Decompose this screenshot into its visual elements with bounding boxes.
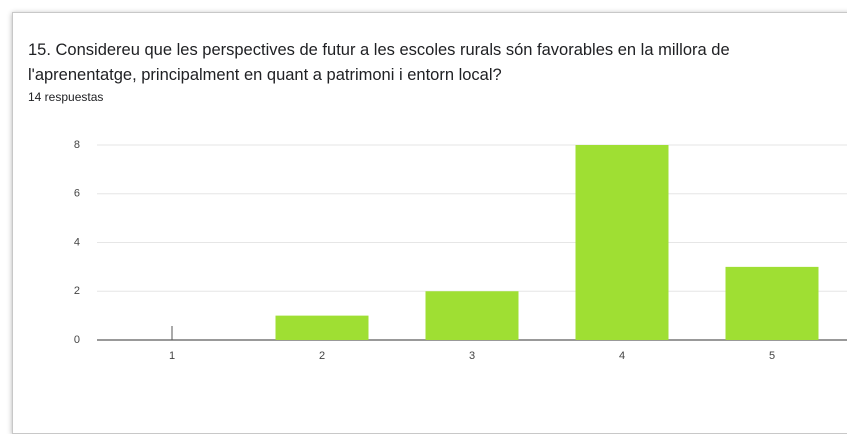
page: 15. Considereu que les perspectives de f… <box>12 12 847 434</box>
card <box>12 12 847 434</box>
y-tick-label: 4 <box>74 236 80 248</box>
bar <box>275 315 369 340</box>
x-tick-label: 5 <box>769 350 775 362</box>
chart: 0 2 4 6 8 1 2 3 4 5 <box>74 139 847 362</box>
bar <box>425 291 519 340</box>
chart-title: 15. Considereu que les perspectives de f… <box>28 41 730 84</box>
chart-subtitle: 14 respuestas <box>28 90 104 104</box>
y-tick-label: 6 <box>74 188 80 200</box>
x-tick-label: 1 <box>169 350 175 362</box>
y-tick-label: 8 <box>74 139 80 151</box>
bar <box>725 266 819 340</box>
bar <box>575 145 669 340</box>
x-tick-label: 2 <box>319 350 325 362</box>
y-tick-label: 2 <box>74 285 80 297</box>
x-tick-label: 4 <box>619 350 625 362</box>
y-tick-label: 0 <box>74 334 80 346</box>
x-tick-label: 3 <box>469 350 475 362</box>
